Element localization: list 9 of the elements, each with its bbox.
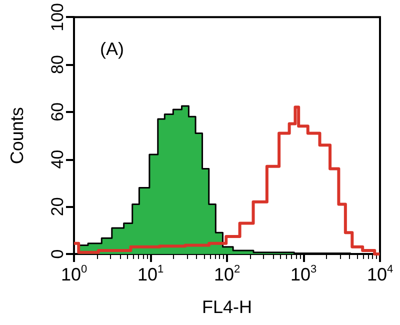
y-tick-label: 80 xyxy=(48,55,67,74)
x-axis-title: FL4-H xyxy=(202,297,252,317)
y-tick-label: 0 xyxy=(48,249,67,259)
y-tick-label: 100 xyxy=(48,2,67,32)
y-tick-label: 60 xyxy=(48,102,67,122)
y-tick-label: 20 xyxy=(48,197,67,216)
annotation: (A) xyxy=(100,39,124,59)
y-tick-label: 40 xyxy=(48,150,67,169)
y-axis-title: Counts xyxy=(7,107,27,164)
